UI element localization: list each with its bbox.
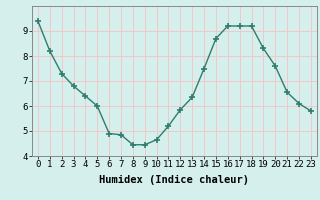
X-axis label: Humidex (Indice chaleur): Humidex (Indice chaleur) — [100, 175, 249, 185]
